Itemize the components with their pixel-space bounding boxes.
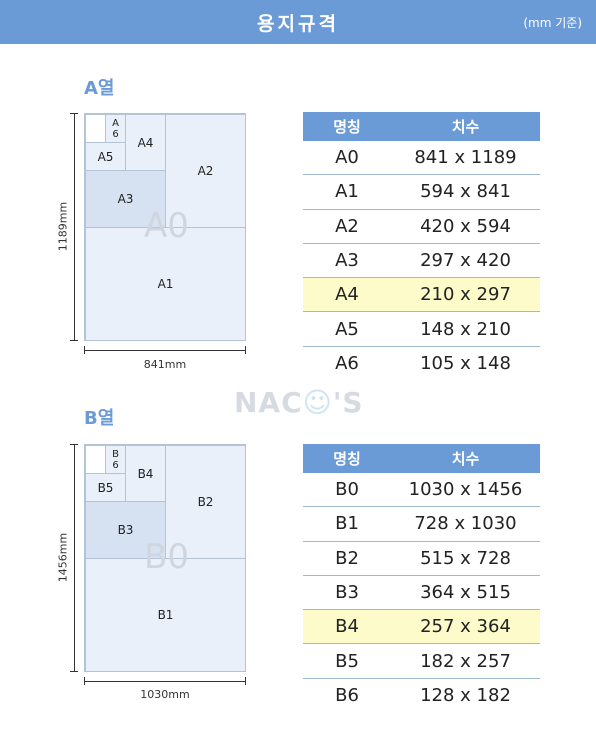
- b-series-title: B열: [84, 408, 115, 429]
- a7-cell: [85, 114, 106, 143]
- b7-cell: [85, 445, 106, 474]
- row-size: 148 x 210: [420, 318, 511, 340]
- a2-cell: A2: [165, 114, 246, 228]
- page-title: 용지규격: [257, 13, 339, 35]
- row-size: 128 x 182: [420, 685, 511, 707]
- a1-cell: A1: [85, 227, 246, 341]
- brand-watermark: NAC☺'S: [234, 386, 364, 419]
- a5-cell: A5: [85, 142, 126, 171]
- a-height-tick-top: [70, 113, 78, 114]
- b-height-tick-top: [70, 444, 78, 445]
- b-height-line: [74, 444, 75, 672]
- table-row: B2 515 x 728: [303, 542, 540, 576]
- brand-text-suffix: 'S: [332, 386, 364, 419]
- table-row: B3 364 x 515: [303, 576, 540, 611]
- b-height-label: 1456mm: [56, 532, 70, 583]
- a4-cell: A4: [125, 114, 166, 171]
- b6-cell: B 6: [105, 445, 126, 474]
- a6-label-top: A: [112, 117, 119, 129]
- table-row: B6 128 x 182: [303, 679, 540, 713]
- table-row: A2 420 x 594: [303, 210, 540, 244]
- row-name: B2: [335, 547, 359, 569]
- row-name: A1: [335, 181, 359, 203]
- a-width-tick-right: [245, 346, 246, 354]
- row-size: 1030 x 1456: [408, 479, 523, 501]
- b-series-diagram: B1 B2 B3 B4 B5 B 6 B0: [84, 444, 246, 672]
- table-row-highlighted: B4 257 x 364: [303, 610, 540, 645]
- row-name: B1: [335, 513, 359, 535]
- row-size: 257 x 364: [420, 616, 511, 638]
- unit-note: (mm 기준): [523, 16, 582, 30]
- a-width-label: 841mm: [143, 358, 187, 371]
- b6-label-top: B: [112, 448, 119, 460]
- b2-cell: B2: [165, 445, 246, 559]
- row-name: A6: [335, 353, 359, 375]
- table-row: A1 594 x 841: [303, 175, 540, 210]
- table-row: A5 148 x 210: [303, 312, 540, 347]
- a-size-table: 명칭 치수 A0 841 x 1189 A1 594 x 841 A2 420 x 5…: [303, 112, 540, 381]
- b-table-header-size: 치수: [451, 450, 480, 468]
- b3-cell: B3: [85, 501, 166, 559]
- a-width-line: [84, 350, 246, 351]
- b5-cell: B5: [85, 473, 126, 502]
- row-name: A4: [335, 284, 359, 306]
- row-name: A5: [335, 318, 359, 340]
- header-bar: 용지규격 (mm 기준): [0, 0, 596, 44]
- table-row: B5 182 x 257: [303, 644, 540, 679]
- a-height-tick-bottom: [70, 340, 78, 341]
- brand-text-prefix: NAC: [234, 386, 303, 419]
- row-size: 841 x 1189: [414, 147, 517, 169]
- b-width-tick-right: [245, 677, 246, 685]
- b-size-table: 명칭 치수 B0 1030 x 1456 B1 728 x 1030 B2 515 x…: [303, 444, 540, 713]
- b-width-line: [84, 681, 246, 682]
- row-name: A0: [335, 147, 359, 169]
- a-table-header: 명칭 치수: [303, 112, 540, 141]
- row-size: 594 x 841: [420, 181, 511, 203]
- row-size: 728 x 1030: [414, 513, 517, 535]
- b-table-header-name: 명칭: [333, 450, 361, 468]
- table-row-highlighted: A4 210 x 297: [303, 278, 540, 313]
- row-size: 105 x 148: [420, 353, 511, 375]
- smiley-icon: ☺: [302, 386, 333, 419]
- row-name: B3: [335, 582, 359, 604]
- table-row: A6 105 x 148: [303, 347, 540, 381]
- a6-cell: A 6: [105, 114, 126, 143]
- table-row: A0 841 x 1189: [303, 141, 540, 176]
- a-width-tick-left: [84, 346, 85, 354]
- row-size: 297 x 420: [420, 250, 511, 272]
- row-name: B0: [335, 479, 359, 501]
- row-size: 515 x 728: [420, 547, 511, 569]
- row-size: 420 x 594: [420, 215, 511, 237]
- table-row: B0 1030 x 1456: [303, 473, 540, 508]
- a3-cell: A3: [85, 170, 166, 228]
- a-table-header-size: 치수: [451, 118, 480, 136]
- row-name: A2: [335, 215, 359, 237]
- row-size: 210 x 297: [420, 284, 511, 306]
- row-size: 182 x 257: [420, 650, 511, 672]
- b1-cell: B1: [85, 558, 246, 672]
- a6-label-bottom: 6: [112, 128, 119, 140]
- row-name: B4: [335, 616, 359, 638]
- b-height-tick-bottom: [70, 671, 78, 672]
- a-height-label: 1189mm: [56, 201, 70, 252]
- row-name: B5: [335, 650, 359, 672]
- a-series-diagram: A1 A2 A3 A4 A5 A 6 A0: [84, 113, 246, 341]
- a-height-line: [74, 113, 75, 341]
- b6-label-bottom: 6: [112, 459, 119, 471]
- row-name: B6: [335, 685, 359, 707]
- table-row: A3 297 x 420: [303, 244, 540, 279]
- a-table-header-name: 명칭: [333, 118, 361, 136]
- a-series-title: A열: [84, 78, 115, 99]
- row-size: 364 x 515: [420, 582, 511, 604]
- table-row: B1 728 x 1030: [303, 507, 540, 542]
- row-name: A3: [335, 250, 359, 272]
- b-width-tick-left: [84, 677, 85, 685]
- b-width-label: 1030mm: [140, 688, 190, 701]
- b4-cell: B4: [125, 445, 166, 502]
- b-table-header: 명칭 치수: [303, 444, 540, 473]
